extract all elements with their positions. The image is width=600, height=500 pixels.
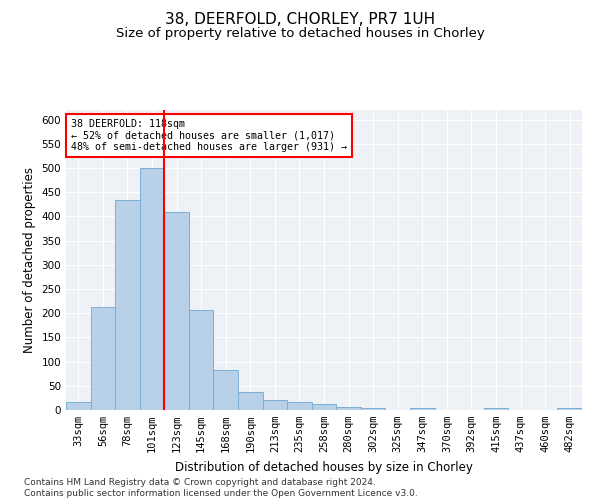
Bar: [66, 402, 91, 410]
Text: Size of property relative to detached houses in Chorley: Size of property relative to detached ho…: [116, 28, 484, 40]
Bar: [312, 404, 336, 410]
Bar: [336, 406, 361, 410]
Bar: [115, 200, 140, 410]
Bar: [214, 370, 238, 410]
Bar: [287, 402, 312, 410]
Bar: [238, 392, 263, 410]
Bar: [164, 212, 189, 410]
Bar: [263, 400, 287, 410]
Bar: [484, 408, 508, 410]
Bar: [91, 308, 115, 410]
X-axis label: Distribution of detached houses by size in Chorley: Distribution of detached houses by size …: [175, 460, 473, 473]
Bar: [361, 408, 385, 410]
Text: 38, DEERFOLD, CHORLEY, PR7 1UH: 38, DEERFOLD, CHORLEY, PR7 1UH: [165, 12, 435, 28]
Text: Contains HM Land Registry data © Crown copyright and database right 2024.
Contai: Contains HM Land Registry data © Crown c…: [24, 478, 418, 498]
Y-axis label: Number of detached properties: Number of detached properties: [23, 167, 36, 353]
Bar: [557, 408, 582, 410]
Bar: [189, 310, 214, 410]
Bar: [410, 408, 434, 410]
Text: 38 DEERFOLD: 118sqm
← 52% of detached houses are smaller (1,017)
48% of semi-det: 38 DEERFOLD: 118sqm ← 52% of detached ho…: [71, 119, 347, 152]
Bar: [140, 168, 164, 410]
